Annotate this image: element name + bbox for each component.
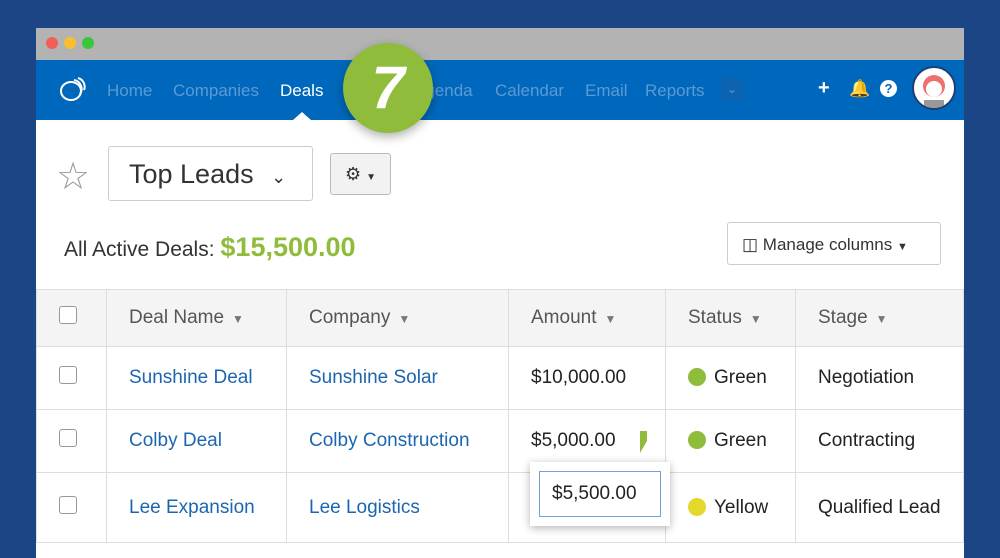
total-amount: $15,500.00 — [220, 232, 356, 262]
select-all-checkbox[interactable] — [59, 306, 77, 324]
favorite-star-icon[interactable]: ☆ — [56, 156, 91, 198]
nav-reports[interactable]: Reports — [645, 81, 705, 100]
deal-link[interactable]: Sunshine Deal — [129, 367, 253, 388]
bell-icon[interactable]: 🔔 — [849, 79, 871, 98]
amount-cell[interactable]: $10,000.00 — [508, 346, 666, 410]
caret-down-icon: ▼ — [897, 241, 908, 253]
deals-total: All Active Deals: $15,500.00 — [64, 232, 356, 263]
col-company[interactable]: Company ▼ — [286, 289, 509, 347]
col-amount[interactable]: Amount ▼ — [508, 289, 666, 347]
maximize-window-button[interactable] — [82, 37, 94, 49]
company-link[interactable]: Colby Construction — [309, 430, 470, 451]
minimize-window-button[interactable] — [64, 37, 76, 49]
columns-icon: ◫ — [742, 235, 759, 254]
deal-link[interactable]: Lee Expansion — [129, 496, 255, 518]
caret-down-icon: ▼ — [366, 172, 377, 183]
stage-cell[interactable]: Negotiation — [795, 346, 964, 410]
step-badge: 7 — [343, 43, 433, 133]
close-window-button[interactable] — [46, 37, 58, 49]
status-dot — [688, 368, 706, 386]
stage-cell[interactable]: Contracting — [795, 409, 964, 473]
view-selector[interactable]: Top Leads ⌄ — [108, 146, 313, 201]
status-dot — [688, 497, 706, 516]
active-tab-indicator — [293, 112, 311, 120]
col-status[interactable]: Status ▼ — [665, 289, 796, 347]
row-checkbox[interactable] — [59, 495, 77, 514]
plus-icon[interactable]: + — [818, 77, 830, 99]
avatar[interactable] — [912, 66, 956, 110]
gear-icon: ⚙ — [344, 164, 362, 184]
row-checkbox[interactable] — [59, 429, 77, 447]
status-cell[interactable]: Yellow — [665, 472, 796, 543]
manage-columns-label: Manage columns — [762, 235, 893, 254]
status-cell[interactable]: Green — [665, 409, 796, 473]
settings-gear-button[interactable]: ⚙ ▼ — [330, 153, 391, 195]
deal-link[interactable]: Colby Deal — [129, 430, 222, 451]
amount-input[interactable] — [539, 471, 661, 517]
nav-companies[interactable]: Companies — [173, 81, 259, 100]
col-stage[interactable]: Stage ▼ — [795, 289, 964, 347]
total-label: All Active Deals: — [64, 238, 215, 261]
logo-icon[interactable] — [58, 76, 88, 104]
help-icon[interactable]: ? — [880, 80, 897, 97]
company-link[interactable]: Lee Logistics — [309, 496, 420, 518]
mouse-cursor-icon — [640, 431, 647, 453]
table-row: Lee Expansion Lee Logistics Yellow Quali… — [36, 472, 964, 543]
chevron-down-icon: ⌄ — [271, 167, 287, 187]
deals-table: Deal Name ▼ Company ▼ Amount ▼ Status ▼ Stag… — [36, 289, 964, 543]
status-dot — [688, 431, 706, 449]
nav-home[interactable]: Home — [107, 81, 153, 100]
col-deal-name[interactable]: Deal Name ▼ — [106, 289, 287, 347]
nav-deals[interactable]: Deals — [280, 81, 324, 100]
top-nav: Home Companies Deals Agenda Calendar Ema… — [36, 60, 964, 120]
table-header: Deal Name ▼ Company ▼ Amount ▼ Status ▼ Stag… — [36, 289, 964, 347]
view-name: Top Leads — [129, 159, 254, 189]
amount-inline-editor — [530, 462, 670, 526]
manage-columns-button[interactable]: ◫ Manage columns ▼ — [727, 222, 941, 265]
title-bar — [36, 28, 964, 60]
row-checkbox[interactable] — [59, 366, 77, 384]
company-link[interactable]: Sunshine Solar — [309, 367, 438, 388]
status-cell[interactable]: Green — [665, 346, 796, 410]
nav-email[interactable]: Email — [585, 81, 628, 100]
app-window: Home Companies Deals Agenda Calendar Ema… — [36, 28, 964, 558]
stage-cell[interactable]: Qualified Lead — [795, 472, 964, 543]
table-row: Colby Deal Colby Construction $5,000.00 … — [36, 409, 964, 473]
nav-calendar[interactable]: Calendar — [495, 81, 564, 100]
table-row: Sunshine Deal Sunshine Solar $10,000.00 … — [36, 346, 964, 410]
nav-more-chevron-icon[interactable]: ⌄ — [721, 78, 743, 100]
